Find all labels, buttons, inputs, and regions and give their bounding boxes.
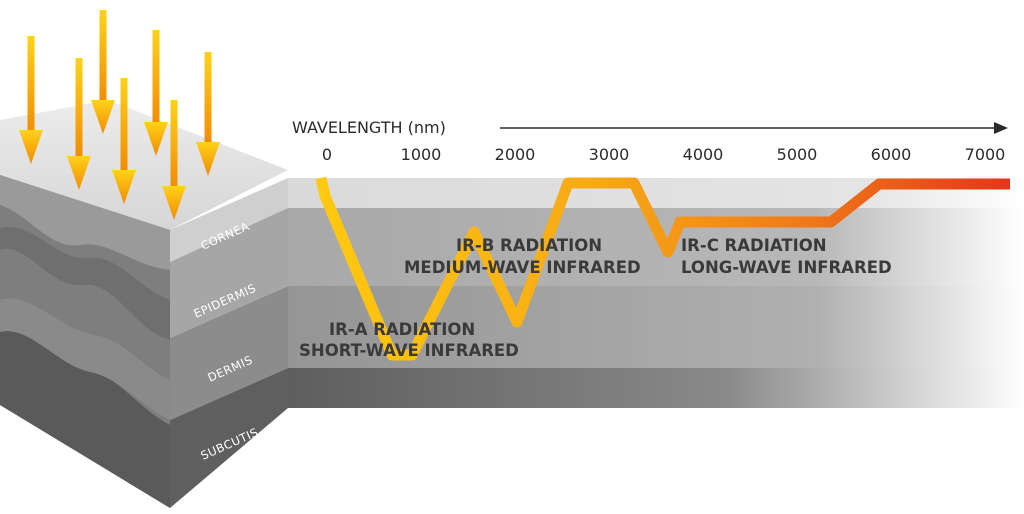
skin-block-dermis-face [170, 286, 288, 420]
subcutis-band [288, 368, 1024, 408]
ir-a-label-group: IR-A RADIATION SHORT-WAVE INFRARED [299, 320, 519, 360]
ir-c-label-group: IR-C RADIATION LONG-WAVE INFRARED [681, 236, 892, 277]
radiation-arrows [19, 10, 220, 220]
arrow-down-icon [112, 78, 136, 204]
axis-title: WAVELENGTH (nm) [292, 118, 446, 137]
wavelength-axis: WAVELENGTH (nm) 0 1000 2000 3000 4000 5000 600… [292, 118, 1008, 164]
arrow-down-icon [67, 58, 91, 190]
arrow-down-icon [19, 36, 43, 164]
axis-tick-label: 2000 [495, 145, 536, 164]
layer-bands [288, 178, 1024, 408]
skin-block-top-face [0, 100, 288, 230]
axis-tick-label: 6000 [871, 145, 912, 164]
axis-arrowhead-icon [994, 122, 1008, 134]
penetration-curve [315, 176, 1010, 361]
skin-block-wave-1 [0, 175, 170, 270]
ir-b-name: IR-B RADIATION [456, 236, 602, 255]
arrow-down-icon [144, 30, 168, 156]
ir-b-label-group: IR-B RADIATION MEDIUM-WAVE INFRARED [404, 236, 641, 277]
axis-tick-label: 5000 [777, 145, 818, 164]
ir-c-desc: LONG-WAVE INFRARED [681, 258, 892, 277]
skin-block-epidermis-face [170, 208, 288, 338]
skin-block [0, 100, 288, 508]
axis-tick-label: 0 [322, 145, 332, 164]
skin-block-wave-4 [0, 298, 170, 420]
ir-a-name: IR-A RADIATION [329, 320, 475, 339]
skin-block-subcutis-face [170, 368, 288, 508]
skin-block-wave-2 [0, 226, 170, 340]
axis-ticks: 0 1000 2000 3000 4000 5000 6000 7000 [322, 145, 1005, 164]
arrow-down-icon [162, 100, 186, 220]
arrow-down-icon [91, 10, 115, 134]
skin-block-wave-3 [0, 328, 170, 508]
skin-block-cornea-face [170, 178, 288, 262]
ir-b-desc: MEDIUM-WAVE INFRARED [404, 258, 641, 277]
axis-tick-label: 4000 [683, 145, 724, 164]
axis-tick-label: 3000 [589, 145, 630, 164]
ir-a-desc: SHORT-WAVE INFRARED [299, 341, 519, 360]
ir-c-name: IR-C RADIATION [681, 236, 827, 255]
arrow-down-icon [196, 52, 220, 176]
axis-tick-label: 7000 [965, 145, 1006, 164]
axis-tick-label: 1000 [401, 145, 442, 164]
